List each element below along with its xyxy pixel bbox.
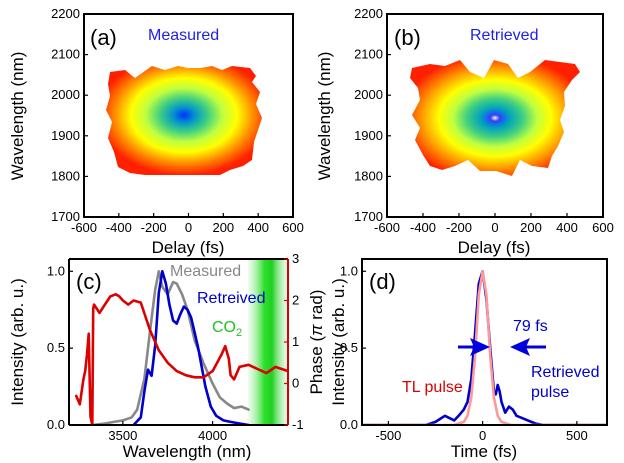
y-tick-label: 2200 xyxy=(354,6,383,21)
x-tick-label: -500 xyxy=(375,428,401,443)
y2-tick-label: 1 xyxy=(292,334,299,349)
y-tick-label: 2000 xyxy=(354,87,383,102)
x-tick-label: 200 xyxy=(520,220,542,235)
y-tick-label: 1800 xyxy=(51,168,80,183)
y-tick-label: 0.0 xyxy=(340,417,358,432)
panel-label-c: (c) xyxy=(76,269,102,294)
y-tick-label: 0.0 xyxy=(47,417,65,432)
xlabel-a: Delay (fs) xyxy=(152,238,225,257)
y-tick-label: 1.0 xyxy=(340,263,358,278)
x-tick-label: 4000 xyxy=(198,428,227,443)
title-measured: Measured xyxy=(148,27,219,44)
y-tick-label: 1700 xyxy=(354,209,383,224)
series-line-measured xyxy=(91,269,250,425)
retrieved-pulse-label-1: Retrieved xyxy=(531,364,599,381)
y-tick-label: 2100 xyxy=(51,47,80,62)
x-tick-label: 200 xyxy=(212,220,234,235)
y2label-c: Phase (π rad) xyxy=(307,290,326,395)
x-tick-label: 400 xyxy=(556,220,578,235)
heatmap-a-shape xyxy=(106,66,262,175)
fwhm-arrow-left xyxy=(470,338,490,356)
series-d xyxy=(362,269,607,425)
xlabel-d: Time (fs) xyxy=(451,442,517,461)
x-tick-label: 0 xyxy=(491,220,498,235)
y-tick-label: 1800 xyxy=(354,168,383,183)
series-line-retreived xyxy=(132,269,250,425)
legend-retreived: Retreived xyxy=(197,290,265,307)
panel-label-d: (d) xyxy=(369,269,396,294)
y-tick-label: 1900 xyxy=(354,128,383,143)
panel-label-b: (b) xyxy=(394,25,421,50)
y2-tick-label: 2 xyxy=(292,293,299,308)
tl-pulse-label: TL pulse xyxy=(402,379,463,396)
x-tick-label: 3500 xyxy=(108,428,137,443)
series-line-tl-pulse xyxy=(362,269,607,425)
fwhm-label: 79 fs xyxy=(513,318,548,335)
y-tick-label: 2100 xyxy=(354,47,383,62)
ticks-a: -600 -400 -200 0 200 400 600 1700 1800 1900 2000 21… xyxy=(51,6,304,235)
x-tick-label: 0 xyxy=(185,220,192,235)
co2-band xyxy=(248,259,288,425)
y-tick-label: 1.0 xyxy=(47,263,65,278)
x-tick-label: 600 xyxy=(592,220,614,235)
x-tick-label: 600 xyxy=(282,220,304,235)
y-tick-label: 0.5 xyxy=(47,340,65,355)
x-tick-label: -400 xyxy=(106,220,132,235)
y2-tick-label: 3 xyxy=(292,251,299,266)
y-tick-label: 1900 xyxy=(51,128,80,143)
x-tick-label: -600 xyxy=(71,220,97,235)
x-tick-label: -200 xyxy=(446,220,472,235)
x-tick-label: -600 xyxy=(374,220,400,235)
y-tick-label: 0.5 xyxy=(340,340,358,355)
panel-a: -600 -400 -200 0 200 400 600 1700 1800 1900 2000 21… xyxy=(8,6,304,257)
ylabel-b: Wavelength (nm) xyxy=(315,52,334,181)
heatmap-b-shape xyxy=(410,60,580,176)
series-line-phase xyxy=(74,292,288,425)
ticks-b: -600 -400 -200 0 200 400 600 1700 1800 1900 2000 21… xyxy=(354,6,614,235)
panel-label-a: (a) xyxy=(90,25,117,50)
ylabel-c: Intensity (arb. u.) xyxy=(8,278,27,406)
y-tick-label: 2000 xyxy=(51,87,80,102)
x-tick-label: 500 xyxy=(566,428,588,443)
xlabel-c: Wavelength (nm) xyxy=(123,442,252,461)
y2-tick-label: -1 xyxy=(292,417,304,432)
ticks-d: -500 0 500 0.0 0.5 1.0 xyxy=(340,263,588,443)
x-tick-label: 400 xyxy=(247,220,269,235)
x-tick-label: 0 xyxy=(479,428,486,443)
legend-co2: CO2 xyxy=(212,319,242,339)
y-tick-label: 2200 xyxy=(51,6,80,21)
xlabel-b: Delay (fs) xyxy=(458,238,531,257)
panel-b: -600 -400 -200 0 200 400 600 1700 1800 1900 2000 21… xyxy=(315,6,614,257)
title-retrieved: Retrieved xyxy=(470,27,538,44)
panel-c: 3500 4000 0.0 0.5 1.0 -1 0 1 2 3 (c) Measured Ret… xyxy=(8,251,326,461)
y2-tick-label: 0 xyxy=(292,376,299,391)
series-c xyxy=(74,269,288,425)
retrieved-pulse-label-2: pulse xyxy=(531,384,569,401)
ylabel-a: Wavelength (nm) xyxy=(8,52,27,181)
y-tick-label: 1700 xyxy=(51,209,80,224)
ylabel-d: Intensity (arb. u.) xyxy=(329,278,348,406)
fwhm-arrow-right xyxy=(510,338,530,356)
panel-d: -500 0 500 0.0 0.5 1.0 (d) 79 fs TL pulse Ret… xyxy=(329,258,608,461)
legend-measured: Measured xyxy=(170,263,241,280)
x-tick-label: -400 xyxy=(410,220,436,235)
plot-frame-d xyxy=(361,258,608,426)
ticks-c: 3500 4000 0.0 0.5 1.0 -1 0 1 2 3 xyxy=(47,251,304,443)
x-tick-label: -200 xyxy=(141,220,167,235)
